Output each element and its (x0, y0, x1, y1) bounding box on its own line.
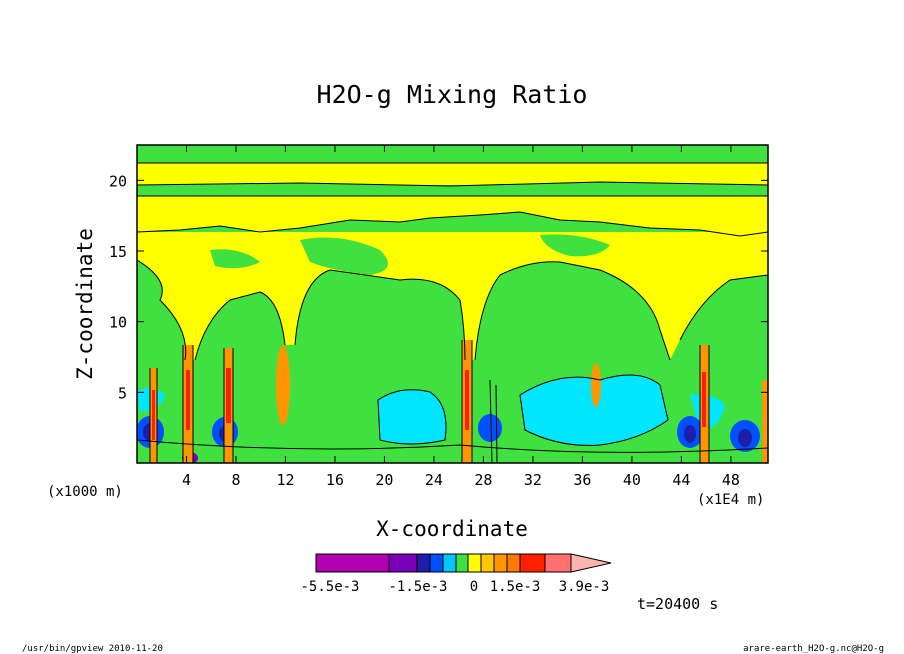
colorbar: -5.5e-3 -1.5e-3 0 1.5e-3 3.9e-3 (300, 553, 612, 595)
footer-right: arare-earth_H2O-g.nc@H2O-g (743, 644, 884, 654)
colorbar-extend-arrow (570, 553, 612, 573)
x-tick-label: 24 (425, 471, 443, 489)
colorbar-segment (388, 553, 418, 573)
colorbar-label: -5.5e-3 (300, 579, 359, 595)
y-tick-label: 20 (109, 172, 127, 190)
tower-6 (591, 363, 601, 407)
x-tick-label: 28 (474, 471, 492, 489)
tower-8 (762, 380, 768, 463)
colorbar-segment (467, 553, 482, 573)
green-pocket-1 (300, 237, 388, 275)
blue-blob-4-core (684, 425, 696, 443)
colorbar-segment (519, 553, 546, 573)
upper-yellow-layer (137, 196, 768, 236)
colorbar-label: -1.5e-3 (388, 579, 447, 595)
x-tick-label: 40 (623, 471, 641, 489)
green-pocket-3 (210, 249, 260, 269)
top-band-yellow (137, 163, 768, 185)
tower-3-core (226, 368, 231, 423)
x-axis: 4 8 12 16 20 24 28 32 36 40 44 48 (182, 145, 740, 489)
x-tick-label: 20 (375, 471, 393, 489)
y-axis: 5 10 15 20 (109, 172, 768, 402)
colorbar-label: 0 (470, 579, 478, 595)
x-tick-label: 8 (231, 471, 240, 489)
colorbar-segment (506, 553, 521, 573)
contour-lines (137, 162, 768, 463)
plot-frame (136, 144, 769, 464)
tower-1-core (152, 390, 155, 440)
y-tick-label: 5 (118, 384, 127, 402)
tower-2-core (186, 370, 190, 430)
x-units-right: (x1E4 m) (697, 492, 764, 508)
colorbar-segment (493, 553, 508, 573)
time-label: t=20400 s (637, 595, 718, 613)
colorbar-label: 1.5e-3 (490, 579, 541, 595)
x-tick-label: 4 (182, 471, 191, 489)
x-tick-label: 48 (722, 471, 740, 489)
colorbar-segment (455, 553, 469, 573)
chart-title: H2O-g Mixing Ratio (317, 80, 588, 109)
x-tick-label: 32 (524, 471, 542, 489)
colorbar-segment (315, 553, 390, 573)
colorbar-segment (480, 553, 495, 573)
plot-area (137, 145, 768, 463)
x-tick-label: 36 (573, 471, 591, 489)
top-band-green (137, 182, 768, 196)
blue-blob-5-core (738, 429, 752, 447)
colorbar-segment (544, 553, 572, 573)
y-tick-label: 10 (109, 314, 127, 332)
tower-5-core (465, 370, 469, 430)
colorbar-segment (429, 553, 444, 573)
tower-7-core (702, 372, 706, 427)
x-axis-label: X-coordinate (376, 517, 528, 541)
colorbar-label: 3.9e-3 (559, 579, 610, 595)
x-tick-label: 12 (276, 471, 294, 489)
tower-4 (276, 345, 290, 425)
footer-left: /usr/bin/gpview 2010-11-20 (22, 644, 163, 654)
y-tick-label: 15 (109, 243, 127, 261)
blue-blob-3 (478, 414, 502, 442)
plume-1 (137, 232, 768, 360)
colorbar-segment (442, 553, 457, 573)
x-tick-label: 16 (326, 471, 344, 489)
cyan-region-1 (378, 389, 446, 444)
x-tick-label: 44 (672, 471, 690, 489)
y-axis-label: Z-coordinate (73, 228, 97, 380)
colorbar-segment (416, 553, 431, 573)
green-pocket-2 (540, 234, 610, 257)
cyan-region-2 (520, 375, 668, 446)
x-units-left: (x1000 m) (47, 484, 123, 500)
